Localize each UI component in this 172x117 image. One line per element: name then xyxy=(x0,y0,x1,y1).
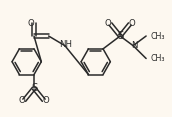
Text: S: S xyxy=(117,31,123,41)
Text: O: O xyxy=(43,96,50,105)
Text: S: S xyxy=(31,83,37,93)
Text: N: N xyxy=(131,41,137,50)
Text: O: O xyxy=(27,19,34,28)
Text: O: O xyxy=(18,96,25,105)
Text: O: O xyxy=(105,19,111,28)
Text: CH₃: CH₃ xyxy=(151,54,165,63)
Text: NH: NH xyxy=(59,40,72,49)
Text: O: O xyxy=(129,19,136,28)
Text: CH₃: CH₃ xyxy=(151,31,165,40)
